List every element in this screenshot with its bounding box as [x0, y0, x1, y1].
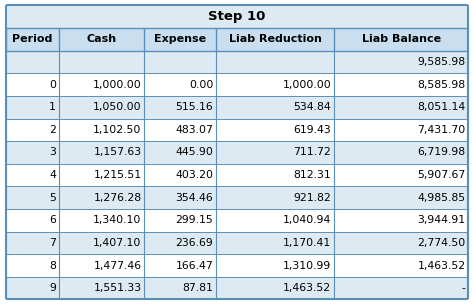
Text: 166.47: 166.47 — [175, 261, 213, 271]
Text: 921.82: 921.82 — [293, 193, 331, 203]
Text: 236.69: 236.69 — [175, 238, 213, 248]
Text: 812.31: 812.31 — [293, 170, 331, 180]
Text: 1,000.00: 1,000.00 — [283, 80, 331, 90]
Bar — [6, 164, 468, 186]
Text: 1,463.52: 1,463.52 — [283, 283, 331, 293]
Text: 1: 1 — [49, 102, 56, 112]
Text: 1,276.28: 1,276.28 — [93, 193, 142, 203]
Text: 403.20: 403.20 — [175, 170, 213, 180]
Text: 1,463.52: 1,463.52 — [417, 261, 465, 271]
Text: 4,985.85: 4,985.85 — [417, 193, 465, 203]
Bar — [6, 232, 468, 254]
Bar — [6, 73, 468, 96]
Text: 87.81: 87.81 — [182, 283, 213, 293]
Text: Cash: Cash — [87, 34, 117, 44]
Bar — [6, 186, 468, 209]
Text: 1,157.63: 1,157.63 — [93, 147, 142, 157]
Text: 6,719.98: 6,719.98 — [417, 147, 465, 157]
Text: 1,340.10: 1,340.10 — [93, 215, 142, 225]
Text: 483.07: 483.07 — [175, 125, 213, 135]
Text: 5: 5 — [49, 193, 56, 203]
Text: Liab Reduction: Liab Reduction — [229, 34, 321, 44]
Text: 1,050.00: 1,050.00 — [93, 102, 142, 112]
Text: 1,310.99: 1,310.99 — [283, 261, 331, 271]
Text: 1,551.33: 1,551.33 — [93, 283, 142, 293]
Text: 7: 7 — [49, 238, 56, 248]
Text: 299.15: 299.15 — [175, 215, 213, 225]
Bar — [6, 277, 468, 299]
Text: 1,170.41: 1,170.41 — [283, 238, 331, 248]
Text: Expense: Expense — [154, 34, 206, 44]
Text: 0.00: 0.00 — [189, 80, 213, 90]
Text: 8,585.98: 8,585.98 — [417, 80, 465, 90]
Text: -: - — [462, 283, 465, 293]
Text: 2: 2 — [49, 125, 56, 135]
Text: 1,215.51: 1,215.51 — [93, 170, 142, 180]
Text: 515.16: 515.16 — [175, 102, 213, 112]
Bar — [6, 96, 468, 119]
Text: 1,000.00: 1,000.00 — [93, 80, 142, 90]
Text: 8,051.14: 8,051.14 — [417, 102, 465, 112]
Bar — [6, 5, 468, 28]
Bar — [6, 254, 468, 277]
Bar — [6, 141, 468, 164]
Text: 9: 9 — [49, 283, 56, 293]
Text: 1,040.94: 1,040.94 — [283, 215, 331, 225]
Text: 3: 3 — [49, 147, 56, 157]
Text: Period: Period — [12, 34, 53, 44]
Text: 534.84: 534.84 — [293, 102, 331, 112]
Text: 7,431.70: 7,431.70 — [417, 125, 465, 135]
Text: 0: 0 — [49, 80, 56, 90]
Bar — [6, 51, 468, 73]
Text: 445.90: 445.90 — [175, 147, 213, 157]
Text: 619.43: 619.43 — [293, 125, 331, 135]
Text: Step 10: Step 10 — [208, 10, 266, 23]
Text: Liab Balance: Liab Balance — [362, 34, 441, 44]
Text: 2,774.50: 2,774.50 — [417, 238, 465, 248]
Text: 354.46: 354.46 — [175, 193, 213, 203]
Text: 3,944.91: 3,944.91 — [417, 215, 465, 225]
Bar — [6, 28, 468, 51]
Text: 6: 6 — [49, 215, 56, 225]
Bar — [6, 119, 468, 141]
Text: 5,907.67: 5,907.67 — [417, 170, 465, 180]
Text: 9,585.98: 9,585.98 — [417, 57, 465, 67]
Text: 711.72: 711.72 — [293, 147, 331, 157]
Bar — [6, 209, 468, 232]
Text: 1,477.46: 1,477.46 — [93, 261, 142, 271]
Text: 1,102.50: 1,102.50 — [93, 125, 142, 135]
Text: 4: 4 — [49, 170, 56, 180]
Text: 8: 8 — [49, 261, 56, 271]
Text: 1,407.10: 1,407.10 — [93, 238, 142, 248]
